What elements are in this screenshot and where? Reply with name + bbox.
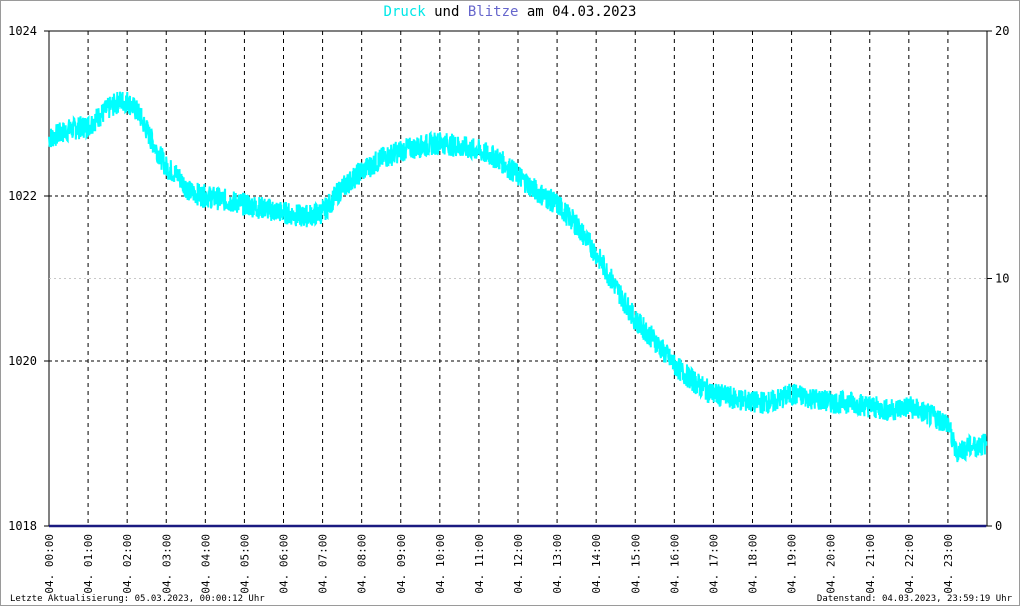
y-tick-label: 1022 <box>8 189 37 203</box>
y2-tick-label: 20 <box>995 24 1009 38</box>
x-tick-label: 04. 18:00 <box>747 534 760 594</box>
x-tick-label: 04. 14:00 <box>590 534 603 594</box>
x-tick-label: 04. 19:00 <box>786 534 799 594</box>
x-tick-label: 04. 11:00 <box>473 534 486 594</box>
x-tick-label: 04. 22:00 <box>903 534 916 594</box>
x-tick-label: 04. 08:00 <box>356 534 369 594</box>
chart-title: Druck und Blitze am 04.03.2023 <box>0 4 1020 20</box>
series-line-druck <box>48 91 988 463</box>
title-date: am 04.03.2023 <box>518 4 637 20</box>
x-tick-label: 04. 05:00 <box>238 534 251 594</box>
footer-last-update: Letzte Aktualisierung: 05.03.2023, 00:00… <box>10 594 265 604</box>
x-tick-label: 04. 17:00 <box>707 534 720 594</box>
x-tick-label: 04. 02:00 <box>121 534 134 594</box>
x-tick-label: 04. 03:00 <box>160 534 173 594</box>
x-tick-label: 04. 01:00 <box>82 534 95 594</box>
x-tick-label: 04. 23:00 <box>942 534 955 594</box>
x-tick-label: 04. 09:00 <box>395 534 408 594</box>
y-tick-label: 1018 <box>8 519 37 533</box>
x-tick-label: 04. 10:00 <box>434 534 447 594</box>
x-tick-label: 04. 00:00 <box>43 534 56 594</box>
title-druck: Druck <box>383 4 426 20</box>
x-tick-label: 04. 04:00 <box>199 534 212 594</box>
x-tick-label: 04. 15:00 <box>629 534 642 594</box>
footer-data-status: Datenstand: 04.03.2023, 23:59:19 Uhr <box>816 594 1012 604</box>
x-tick-label: 04. 21:00 <box>864 534 877 594</box>
y-tick-label: 1020 <box>8 354 37 368</box>
y-tick-label: 1024 <box>8 24 37 38</box>
x-tick-label: 04. 06:00 <box>278 534 291 594</box>
x-tick-label: 04. 13:00 <box>551 534 564 594</box>
x-tick-label: 04. 12:00 <box>512 534 525 594</box>
x-tick-label: 04. 20:00 <box>825 534 838 594</box>
title-blitze: Blitze <box>467 4 519 20</box>
x-tick-label: 04. 07:00 <box>317 534 330 594</box>
x-tick-label: 04. 16:00 <box>668 534 681 594</box>
y2-tick-label: 0 <box>995 519 1002 533</box>
y2-tick-label: 10 <box>995 272 1009 286</box>
title-und: und <box>425 4 468 20</box>
